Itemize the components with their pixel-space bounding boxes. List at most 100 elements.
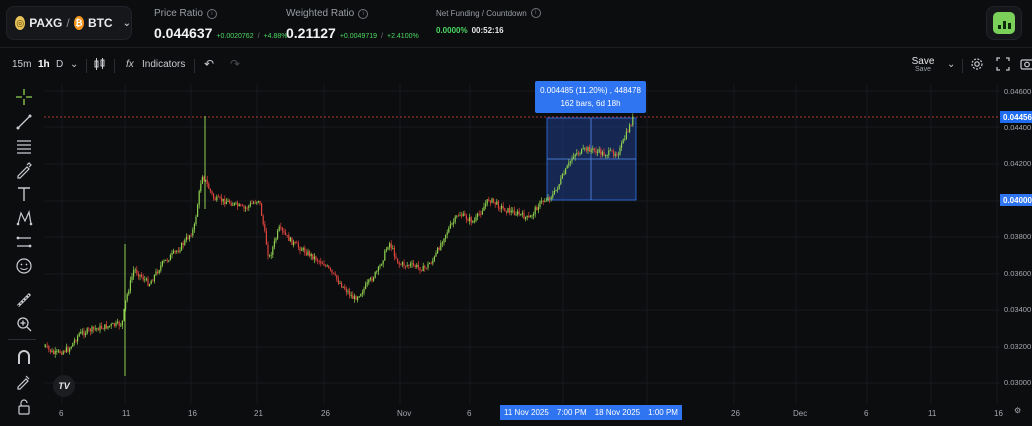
interval-chevron-down-icon[interactable]: ⌄ (70, 59, 79, 70)
info-icon[interactable]: i (206, 8, 217, 19)
funding-rate: 0.0000% (436, 26, 468, 35)
candle-body (419, 267, 421, 271)
candle-body (192, 229, 194, 236)
candle-body (486, 199, 488, 204)
candle-body (99, 325, 101, 331)
funding-countdown: 00:52:16 (471, 26, 504, 35)
ruler-icon[interactable] (12, 290, 36, 310)
candle-body (566, 165, 568, 169)
zoom-in-icon[interactable] (12, 314, 36, 334)
redo-icon[interactable]: ↷ (230, 57, 241, 71)
gear-icon[interactable] (970, 57, 984, 74)
info-icon[interactable]: i (530, 8, 541, 18)
candle-body (590, 149, 592, 152)
candle-body (377, 266, 379, 272)
candle-body (48, 346, 50, 350)
candle-body (78, 333, 80, 337)
price-ratio-change: +0.0020762 (216, 33, 254, 40)
interval-1h[interactable]: 1h (38, 59, 50, 70)
candle-body (430, 263, 432, 265)
interval-15m[interactable]: 15m (12, 59, 32, 70)
candle-body (571, 158, 573, 162)
candle-body (526, 215, 528, 218)
magnet-icon[interactable] (12, 347, 36, 367)
candle-body (320, 261, 322, 264)
interval-d[interactable]: D (56, 59, 64, 70)
candle-body (617, 154, 619, 156)
chart-view-button[interactable] (986, 6, 1022, 40)
save-sublabel: Save (915, 66, 931, 73)
candle-body (406, 265, 408, 267)
candle-body (197, 204, 199, 217)
candle-body (408, 265, 410, 266)
info-icon[interactable]: i (358, 8, 369, 19)
candle-body (321, 263, 323, 265)
price-axis[interactable] (1000, 84, 1032, 404)
x-tick: 11 (122, 409, 131, 418)
candle-body (64, 351, 66, 353)
candle-body (285, 232, 287, 235)
y-tick: 0.04200 (1004, 159, 1032, 168)
candle-body (425, 268, 427, 269)
tradingview-logo: TV (53, 375, 75, 397)
candle-body (573, 156, 575, 159)
candle-body (603, 151, 605, 156)
candle-body (221, 197, 223, 202)
axis-settings-icon[interactable]: ⚙ (1014, 406, 1022, 415)
candle-body (366, 282, 368, 285)
candle-body (517, 211, 519, 215)
candle-body (493, 198, 495, 203)
indicators-icon[interactable]: fx (126, 59, 134, 70)
candle-body (561, 174, 563, 179)
candle-body (520, 214, 522, 215)
candle-body (174, 250, 176, 252)
price-chart[interactable] (44, 84, 1000, 404)
camera-icon[interactable] (1020, 57, 1032, 74)
candle-body (131, 276, 133, 281)
text-icon[interactable] (12, 184, 36, 204)
candle-body (219, 196, 221, 198)
candle-body (555, 189, 557, 192)
lock-icon[interactable] (12, 397, 36, 417)
candle-body (574, 154, 576, 157)
x-tick: 6 (467, 409, 472, 418)
crosshair-icon[interactable] (12, 87, 36, 107)
candle-body (397, 258, 399, 263)
candle-body (309, 251, 311, 257)
price-ratio-sep: / (257, 33, 260, 40)
candle-body (589, 147, 591, 152)
trendline-icon[interactable] (12, 112, 36, 132)
emoji-icon[interactable] (12, 256, 36, 276)
x-tick: 11 (928, 409, 937, 418)
candle-body (237, 202, 239, 207)
candle-body (179, 250, 181, 252)
candle-body (184, 239, 186, 245)
candle-body (313, 256, 315, 260)
fib-icon[interactable] (12, 136, 36, 156)
candle-body (86, 328, 88, 334)
current-price-badge: 0.04456 (1000, 111, 1032, 123)
save-chevron-down-icon[interactable]: ⌄ (947, 59, 956, 70)
candle-type-icon[interactable] (93, 57, 107, 74)
forecast-icon[interactable] (12, 232, 36, 252)
pattern-icon[interactable] (12, 208, 36, 228)
candle-body (563, 174, 565, 175)
candle-body (246, 207, 248, 209)
candle-body (446, 232, 448, 235)
candle-body (477, 213, 479, 217)
candle-body (510, 210, 512, 213)
pair-selector[interactable]: ◎ PAXG / ₿ BTC ⌄ (6, 6, 132, 40)
save-button[interactable]: Save Save (908, 56, 938, 73)
brush-icon[interactable] (12, 160, 36, 180)
candle-body (293, 241, 295, 245)
fullscreen-icon[interactable] (996, 57, 1010, 74)
candle-body (225, 201, 227, 205)
undo-icon[interactable]: ↶ (204, 57, 215, 71)
candle-body (565, 168, 567, 175)
range-end-time: 1:00 PM (648, 408, 678, 417)
lock-draw-icon[interactable] (12, 371, 36, 391)
indicators-button[interactable]: Indicators (142, 59, 186, 70)
candle-body (144, 279, 146, 281)
candle-body (83, 331, 85, 336)
candle-body (329, 268, 331, 270)
